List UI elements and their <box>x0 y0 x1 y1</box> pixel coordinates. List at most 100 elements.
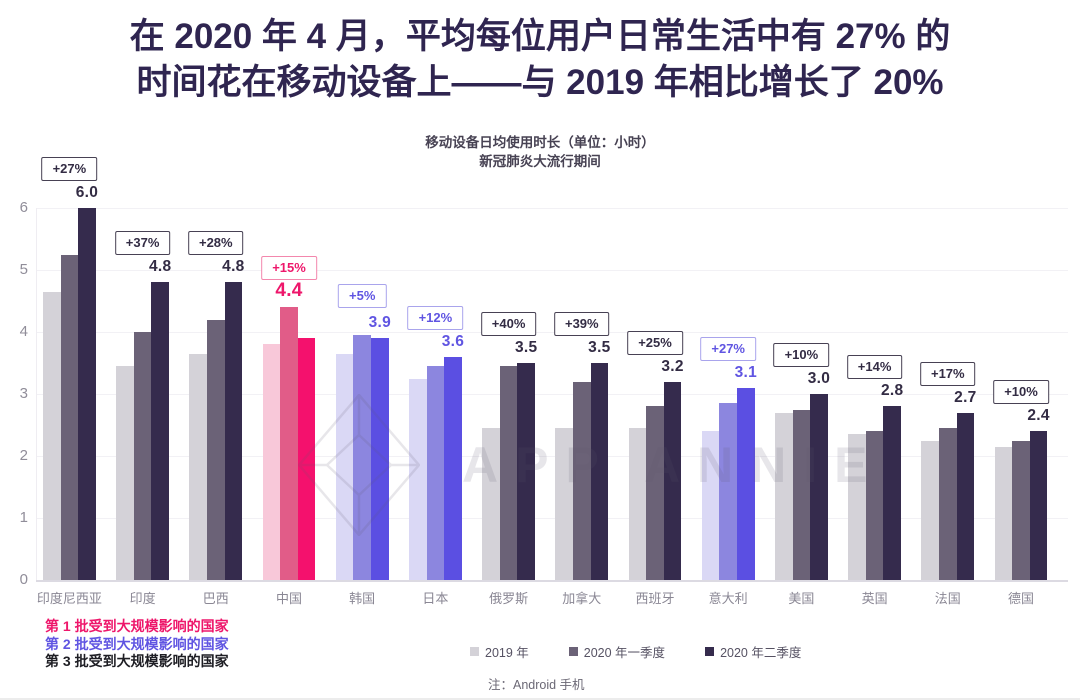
y-axis-tick-label: 2 <box>19 447 28 464</box>
legend-marker-2020q1 <box>568 647 578 656</box>
legend-item-2019: 2019 年 <box>470 642 529 661</box>
bar-2020q2 <box>590 363 609 580</box>
chart-note: 注：Android 手机 <box>488 678 585 692</box>
bar-value-label: 3.9 <box>368 314 392 332</box>
bar-value-label: 2.4 <box>1027 407 1050 425</box>
legend-label-2020q1: 2020 年一季度 <box>583 646 666 660</box>
chart-title: 移动设备日均使用时长（单位：小时） 新冠肺炎大流行期间 <box>0 133 1080 171</box>
bar-2019 <box>848 434 866 580</box>
legend-marker-2020q2 <box>705 647 715 656</box>
bar-2020q1 <box>133 332 152 580</box>
bar-2020q1 <box>719 403 737 580</box>
gridline <box>36 456 1068 457</box>
bar-2020q1 <box>865 431 884 580</box>
bar-2019 <box>189 353 207 580</box>
bar-2020q2 <box>78 208 96 580</box>
pct-change-badge: +14% <box>846 355 903 380</box>
bar-2019 <box>628 428 647 580</box>
bar-value-label: 3.6 <box>441 332 465 350</box>
page-title-line2: 时间花在移动设备上——与 2019 年相比增长了 20% <box>136 63 944 102</box>
category-label: 印度 <box>129 591 156 606</box>
bar-value-label: 3.5 <box>514 339 538 356</box>
y-axis-tick-label: 5 <box>19 261 28 278</box>
bar-2020q1 <box>280 307 298 580</box>
impact-wave-key: 第 1 批受到大规模影响的国家 第 2 批受到大规模影响的国家 第 3 批受到大… <box>45 618 229 671</box>
category-label: 德国 <box>1007 591 1034 606</box>
legend-label-2020q2: 2020 年二季度 <box>720 646 802 660</box>
bar-value-label: 2.8 <box>880 382 904 400</box>
bar-2019 <box>775 412 793 580</box>
chart-title-line1: 移动设备日均使用时长（单位：小时） <box>425 135 655 150</box>
category-label: 英国 <box>861 591 888 606</box>
category-label: 印度尼西亚 <box>36 591 102 606</box>
bar-value-label: 3.1 <box>734 363 758 381</box>
bar-value-label: 3.5 <box>588 339 611 356</box>
legend-item-2020q1: 2020 年一季度 <box>568 642 666 661</box>
pct-change-badge: +10% <box>773 343 830 367</box>
pct-change-badge: +27% <box>41 157 98 181</box>
bar-2020q1 <box>60 254 79 580</box>
bar-value-label: 4.4 <box>275 280 303 302</box>
y-axis-tick-label: 6 <box>19 199 28 216</box>
category-label: 俄罗斯 <box>489 591 529 606</box>
page-title: 在 2020 年 4 月，平均每位用户日常生活中有 27% 的 时间花在移动设备… <box>0 14 1080 106</box>
legend-marker-2019 <box>470 647 479 656</box>
gridline <box>36 208 1068 209</box>
series-legend: 2019 年 2020 年一季度 2020 年二季度 <box>470 642 801 661</box>
category-label: 中国 <box>275 591 302 606</box>
bar-2020q2 <box>224 282 243 580</box>
pct-change-badge: +15% <box>261 256 317 281</box>
x-axis-line <box>36 580 1068 582</box>
bar-2019 <box>335 353 354 580</box>
pct-change-badge: +28% <box>187 231 244 256</box>
bar-2020q1 <box>646 406 664 580</box>
bar-2020q1 <box>207 319 225 580</box>
gridline <box>36 394 1068 395</box>
bar-2019 <box>921 440 939 580</box>
pct-change-badge: +5% <box>337 284 387 309</box>
gridline <box>36 332 1068 333</box>
y-axis-line <box>36 208 37 580</box>
bar-value-label: 4.8 <box>148 258 172 276</box>
chart-title-line2: 新冠肺炎大流行期间 <box>479 154 601 169</box>
category-label: 美国 <box>788 591 815 606</box>
page-title-line1: 在 2020 年 4 月，平均每位用户日常生活中有 27% 的 <box>129 17 951 56</box>
pct-change-badge: +37% <box>114 231 171 256</box>
bar-2020q2 <box>444 356 462 580</box>
bar-2019 <box>43 291 61 580</box>
pct-change-badge: +27% <box>700 336 756 361</box>
pct-change-badge: +25% <box>627 330 683 355</box>
category-label: 韩国 <box>349 591 376 606</box>
bar-chart: APP ANNIE 0 1 2 3 4 5 6 6.0 +27% 印度尼西亚 4.8 +37% 印度 4.… <box>0 157 1080 610</box>
phase-3-label: 第 3 批受到大规模影响的国家 <box>45 653 229 669</box>
bar-2019 <box>482 428 500 580</box>
bar-value-label: 3.2 <box>661 357 684 375</box>
bar-value-label: 6.0 <box>75 184 99 201</box>
y-axis-tick-label: 3 <box>19 385 28 402</box>
bar-2020q1 <box>792 409 811 580</box>
legend-item-2020q2: 2020 年二季度 <box>705 642 801 661</box>
pct-change-badge: +40% <box>480 312 537 336</box>
category-label: 巴西 <box>202 591 229 606</box>
bar-2020q1 <box>573 381 591 580</box>
bar-2020q1 <box>353 335 371 580</box>
bar-2020q2 <box>956 412 975 580</box>
bar-2020q2 <box>737 387 755 580</box>
pct-change-badge: +12% <box>407 305 464 330</box>
bar-2019 <box>701 431 720 580</box>
pct-change-badge: +10% <box>993 380 1049 405</box>
gridline <box>36 270 1068 271</box>
bar-2020q2 <box>883 406 901 580</box>
bar-2020q2 <box>297 338 316 580</box>
category-label: 法国 <box>934 591 961 606</box>
y-axis-tick-label: 1 <box>19 509 28 526</box>
bar-2019 <box>994 446 1013 580</box>
legend-label-2019: 2019 年 <box>485 646 529 660</box>
y-axis-tick-label: 0 <box>19 571 28 588</box>
bar-value-label: 2.7 <box>954 388 977 406</box>
category-label: 加拿大 <box>562 591 602 606</box>
bar-2019 <box>555 428 573 580</box>
bar-2019 <box>262 344 281 580</box>
bar-2019 <box>409 378 427 580</box>
pct-change-badge: +39% <box>553 312 610 336</box>
